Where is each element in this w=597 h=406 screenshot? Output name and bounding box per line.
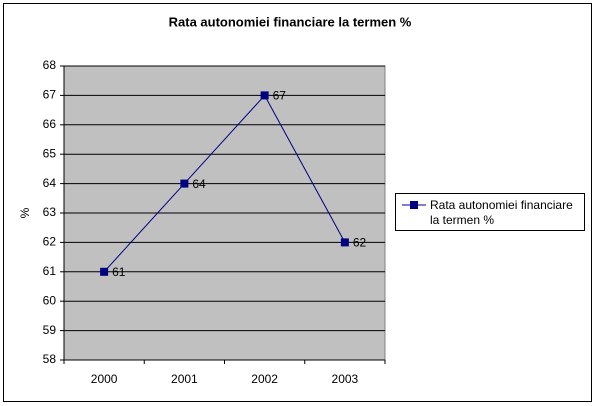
x-tick-label: 2001 — [171, 372, 198, 386]
y-tick-label: 61 — [43, 264, 57, 278]
x-tick-label: 2000 — [91, 372, 118, 386]
y-tick-label: 58 — [43, 352, 57, 366]
legend: Rata autonomiei financiare la termen % — [395, 193, 585, 231]
y-tick-label: 64 — [43, 176, 57, 190]
y-tick-label: 59 — [43, 323, 57, 337]
data-label: 61 — [112, 265, 126, 279]
series-line — [103, 94, 346, 273]
legend-marker — [410, 201, 418, 209]
y-tick-label: 68 — [43, 58, 57, 72]
x-tick-label: 2003 — [332, 372, 359, 386]
data-label: 64 — [192, 177, 206, 191]
y-tick-label: 65 — [43, 146, 57, 160]
marker — [340, 238, 349, 247]
x-tick-label: 2002 — [251, 372, 278, 386]
data-label: 62 — [353, 236, 367, 250]
data-label: 67 — [273, 89, 287, 103]
chart-title: Rata autonomiei financiare la termen % — [169, 14, 412, 29]
y-tick-label: 60 — [43, 293, 57, 307]
y-tick-label: 66 — [43, 117, 57, 131]
marker — [180, 179, 189, 188]
marker — [100, 267, 109, 276]
legend-key — [402, 201, 426, 209]
y-tick-label: 62 — [43, 235, 57, 249]
marker — [260, 91, 269, 100]
y-axis-label: % — [18, 207, 32, 218]
y-tick-label: 63 — [43, 205, 57, 219]
y-tick-label: 67 — [43, 88, 57, 102]
legend-label: Rata autonomiei financiare la termen % — [430, 198, 573, 227]
